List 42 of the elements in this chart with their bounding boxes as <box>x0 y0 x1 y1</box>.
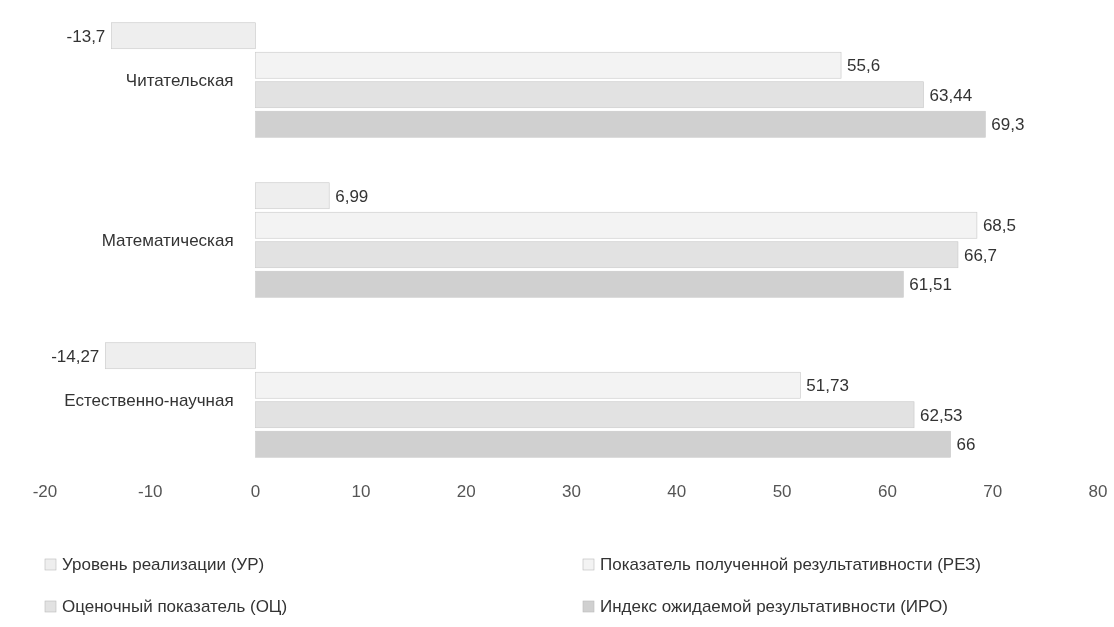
data-label: 66,7 <box>963 245 998 265</box>
x-tick-label: 40 <box>667 482 687 501</box>
bar <box>255 211 978 239</box>
data-label: 61,51 <box>909 275 952 295</box>
data-label: 6,99 <box>335 186 369 206</box>
bar <box>111 22 256 50</box>
y-tick-label: Естественно-научная <box>64 391 234 410</box>
x-tick-label: -10 <box>138 482 163 501</box>
data-label: 68,5 <box>982 216 1016 236</box>
data-label: 63,44 <box>929 85 973 105</box>
x-tick-label: 30 <box>562 482 581 501</box>
x-tick-label: 10 <box>351 482 371 501</box>
bar <box>255 241 959 269</box>
data-label: -14,27 <box>51 346 100 366</box>
data-label: 66 <box>956 435 976 455</box>
bar <box>105 342 256 370</box>
bar <box>255 81 924 109</box>
bar <box>255 270 904 298</box>
bar <box>255 371 801 399</box>
data-label: 62,53 <box>920 405 963 425</box>
x-tick-label: 0 <box>250 482 261 501</box>
legend-label: Уровень реализации (УР) <box>62 555 265 574</box>
data-label: 51,73 <box>806 376 849 396</box>
legend-label: Показатель полученной результативности (РЕЗ) <box>600 555 982 574</box>
bar <box>255 401 915 429</box>
bar <box>255 430 951 458</box>
legend-label: Оценочный показатель (ОЦ) <box>62 597 288 616</box>
y-tick-label: Читательская <box>125 71 234 90</box>
legend-label: Индекс ожидаемой результативности (ИРО) <box>600 597 948 616</box>
x-tick-label: 80 <box>1088 482 1108 501</box>
x-tick-label: 50 <box>772 482 792 501</box>
x-tick-label: 20 <box>456 482 476 501</box>
x-tick-label: 60 <box>877 482 897 501</box>
data-label: -13,7 <box>66 26 106 46</box>
x-tick-label: -20 <box>32 482 58 501</box>
bar <box>255 51 842 79</box>
x-tick-label: 70 <box>983 482 1003 501</box>
bar <box>255 110 986 138</box>
data-label: 69,3 <box>991 115 1025 135</box>
data-label: 55,6 <box>847 56 881 76</box>
y-tick-label: Математическая <box>101 231 234 250</box>
bar <box>255 182 330 210</box>
